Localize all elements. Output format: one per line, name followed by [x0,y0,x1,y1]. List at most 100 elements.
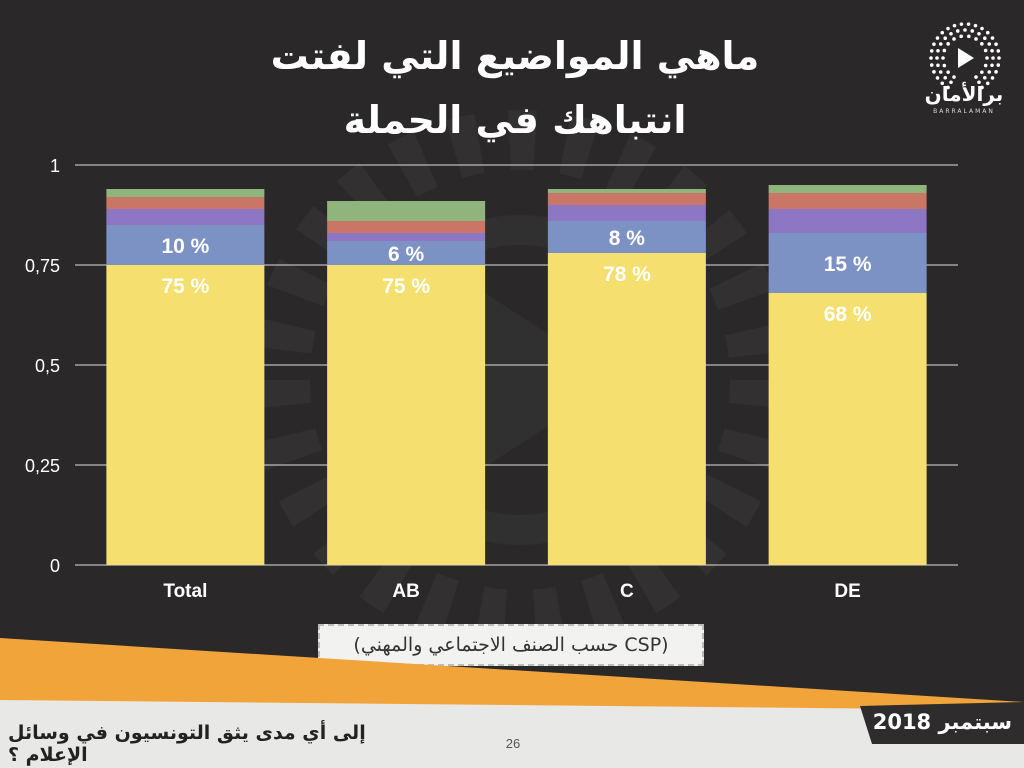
data-label: 15 % [824,253,872,276]
logo-dot [991,56,995,60]
footer-question: إلى أي مدى يثق التونسيون في وسائل الإعلا… [8,722,366,766]
logo-dot [974,37,978,41]
logo-dot [949,80,953,85]
data-label: 6 % [388,243,425,266]
stacked-bar-chart: 0 0,25 0,5 0,75 1 Total AB C DE 75 % 10 % 75 % 6 % 78… [25,156,958,602]
bar-segment [768,193,927,209]
bar-segment [547,189,706,193]
data-label: 8 % [609,227,646,250]
logo-dot [977,31,981,36]
logo-dot [983,48,988,53]
dark-date-band [860,702,1024,744]
bar-segment [327,241,486,265]
bar-segment [768,209,927,233]
y-tick-label: 0 [50,556,60,576]
logo-dot [932,42,936,46]
logo-dot [970,29,975,33]
bar-segment [106,189,265,197]
bar-segment [768,293,927,565]
logo-dot [938,42,943,46]
logo-dot [996,49,1001,53]
data-label: 75 % [382,275,430,298]
logo-name: برالأمان [924,82,1004,106]
bar-segment [547,221,706,253]
logo-dot [929,63,934,67]
logo-dot [929,49,934,53]
logo-dot [987,42,992,46]
logo-dot [932,70,936,74]
bar-segment [106,209,265,225]
logo-dot [985,30,990,35]
logo-dot [946,85,950,90]
logo-dot [952,37,956,41]
logo-dot [942,48,947,53]
x-tick-label: Total [163,581,207,602]
logo-dot [935,36,940,40]
barralaman-logo-icon [929,22,1001,90]
logo-dot [952,23,957,28]
logo-dot [980,26,984,31]
logo-dot [966,22,971,26]
chart-caption: (CSP حسب الصنف الاجتماعي والمهني) [318,624,704,666]
bar-segment [106,265,265,565]
bar-segment [327,233,486,241]
logo-dot [980,70,984,74]
logo-dot [985,56,989,60]
logo-dot [985,81,990,86]
logo-dot [987,70,992,74]
data-label: 75 % [161,275,209,298]
logo-dot [955,29,960,33]
light-band [0,700,1024,768]
bar-segment [106,197,265,209]
bar-segment [106,225,265,265]
bar-segment [327,201,486,221]
logo-dot [980,85,984,90]
logo-dot [936,63,940,68]
logo-dot [942,63,947,68]
x-tick-label: AB [392,581,419,602]
logo-dot [974,75,978,79]
y-tick-label: 0,75 [25,256,60,276]
y-tick-label: 1 [50,156,60,176]
logo-dot [946,70,950,74]
logo-dot [963,28,967,32]
logo-dot [983,63,988,68]
logo-dot [994,42,998,46]
logo-dot [980,42,984,46]
x-tick-label: C [620,581,634,602]
bar-segment [547,253,706,565]
logo-dot [940,81,945,86]
logo-dot [946,26,950,31]
logo-dot [990,48,994,53]
logo-dot [943,36,948,41]
logo-dot [973,23,978,28]
logo-dot [929,56,933,60]
title-line-2: انتباهك في الحملة [343,98,687,142]
x-tick-label: DE [834,581,860,602]
logo-subtitle: BARRALAMAN [933,108,995,115]
bar-segment [768,233,927,293]
slide-title: ماهي المواضيع التي لفتت انتباهك في الحمل… [250,24,780,152]
data-label: 68 % [824,303,872,326]
y-tick-label: 0,5 [35,356,60,376]
logo-dot [982,36,987,41]
bar-segment [327,265,486,565]
logo-dot [949,31,953,36]
page-number: 26 [505,736,521,751]
title-line-1: ماهي المواضيع التي لفتت [270,34,760,78]
data-label: 10 % [161,235,209,258]
logo-dot [982,75,987,80]
y-tick-label: 0,25 [25,456,60,476]
bar-segment [547,205,706,221]
logo-dot [935,56,939,60]
logo-dot [959,34,963,39]
logo-play-icon [958,48,974,68]
logo-dot [990,76,995,80]
logo-dot [997,56,1001,60]
logo-dot [996,63,1001,67]
bar-segment [768,185,927,193]
bar-segment [547,193,706,205]
data-label: 78 % [603,263,651,286]
logo-dot [938,70,943,74]
